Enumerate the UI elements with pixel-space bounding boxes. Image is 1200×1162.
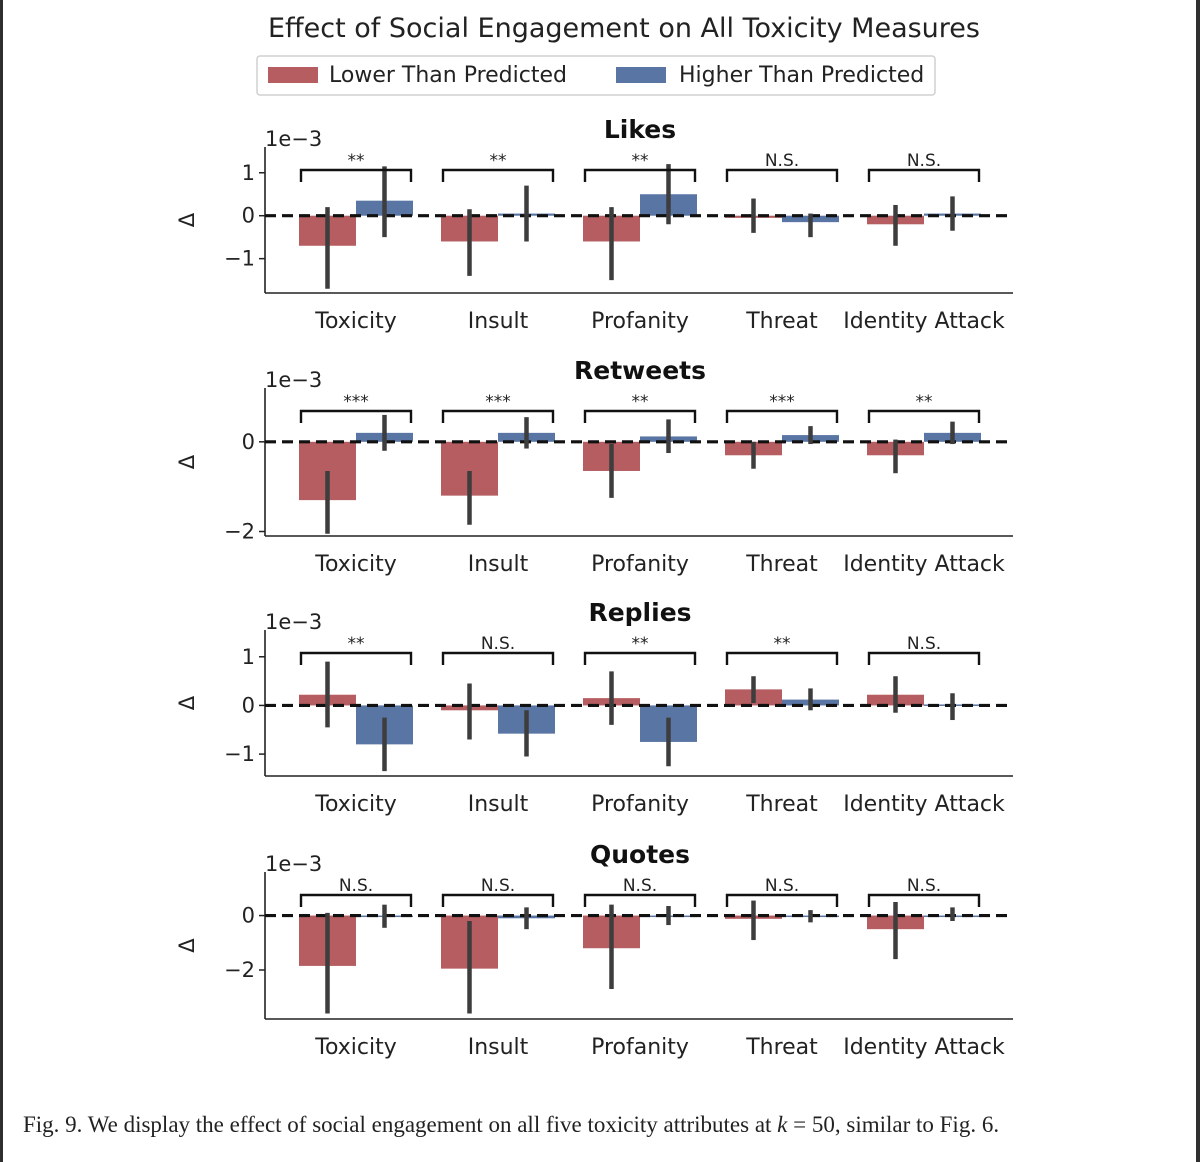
significance-bracket [867,409,981,423]
y-axis-label: Δ [175,695,199,710]
significance-label: N.S. [623,876,657,896]
significance-label: ** [916,392,933,412]
x-tick-label: Toxicity [314,552,396,577]
significance-bracket [441,651,555,665]
y-tick-label: −2 [224,520,255,544]
x-tick-label: Identity Attack [843,552,1005,577]
significance-bracket [583,409,697,423]
significance-bracket [725,168,839,182]
significance-bracket [867,168,981,182]
significance-label: N.S. [765,151,799,171]
panel-title: Quotes [590,840,690,869]
panel-quotes: Quotes 1e−3 Δ −2 0 N.S. N.S. N.S. N.S. N.S. Toxici… [175,840,1013,1060]
significance-bracket [441,893,555,907]
x-tick-label: Profanity [591,552,689,577]
x-tick-label: Insult [468,792,529,817]
x-tick-label: Insult [468,1035,529,1060]
significance-label: N.S. [907,151,941,171]
x-tick-label: Threat [745,1035,818,1060]
chart: Effect of Social Engagement on All Toxic… [175,13,1013,1060]
panel-title: Replies [588,598,691,627]
y-scale-label: 1e−3 [265,368,322,392]
significance-label: N.S. [907,634,941,654]
significance-label: N.S. [339,876,373,896]
legend-label: Lower Than Predicted [329,63,567,88]
y-axis-label: Δ [175,454,199,469]
significance-label: N.S. [481,634,515,654]
y-scale-label: 1e−3 [265,610,322,634]
significance-label: N.S. [907,876,941,896]
y-tick-label: 0 [242,904,255,928]
significance-label: ** [490,151,507,171]
x-tick-label: Insult [468,552,529,577]
y-tick-label: 1 [242,645,255,669]
significance-bracket [725,651,839,665]
chart-title: Effect of Social Engagement on All Toxic… [268,13,980,44]
significance-label: ** [348,151,365,171]
legend: Lower Than Predicted Higher Than Predicte… [256,55,936,96]
significance-label: *** [343,392,369,412]
significance-label: ** [632,392,649,412]
x-tick-label: Toxicity [314,792,396,817]
panel-title: Likes [604,115,676,144]
legend-swatch [616,67,666,83]
y-axis-label: Δ [175,938,199,953]
y-tick-label: −1 [224,247,255,271]
significance-label: ** [632,634,649,654]
x-tick-label: Insult [468,309,529,334]
significance-bracket [583,168,697,182]
panel-likes: Likes 1e−3 Δ −1 0 1 ** ** ** N.S. N.S. Toxicity Insu… [175,115,1013,334]
x-tick-label: Threat [745,309,818,334]
significance-bracket [299,168,413,182]
significance-bracket [299,409,413,423]
figure-page: Effect of Social Engagement on All Toxic… [3,0,1196,1162]
y-tick-label: 0 [242,693,255,717]
x-tick-label: Identity Attack [843,309,1005,334]
significance-label: *** [485,392,511,412]
x-tick-label: Toxicity [314,309,396,334]
panel-replies: Replies 1e−3 Δ −1 0 1 ** N.S. ** ** N.S. Toxicity In… [175,598,1013,817]
significance-bracket [867,893,981,907]
figure-caption: Fig. 9. We display the effect of social … [23,1112,1193,1138]
significance-bracket [725,409,839,423]
y-tick-label: 1 [242,161,255,185]
significance-label: *** [769,392,795,412]
x-tick-label: Toxicity [314,1035,396,1060]
legend-label: Higher Than Predicted [679,63,924,88]
significance-label: ** [774,634,791,654]
y-axis-label: Δ [175,212,199,227]
caption-k-variable: k [777,1112,788,1137]
significance-bracket [583,893,697,907]
legend-frame [256,55,936,96]
x-tick-label: Profanity [591,309,689,334]
caption-prefix: Fig. 9. We display the effect of social … [23,1112,778,1137]
panel-title: Retweets [574,356,706,385]
y-scale-label: 1e−3 [265,127,322,151]
significance-bracket [299,651,413,665]
x-tick-label: Identity Attack [843,1035,1005,1060]
y-tick-label: −1 [224,742,255,766]
caption-suffix: = 50, similar to Fig. 6. [787,1112,1000,1137]
significance-bracket [299,893,413,907]
significance-bracket [441,168,555,182]
x-tick-label: Threat [745,792,818,817]
y-tick-label: 0 [242,430,255,454]
significance-bracket [867,651,981,665]
y-tick-label: 0 [242,204,255,228]
significance-label: N.S. [481,876,515,896]
significance-bracket [583,651,697,665]
significance-label: ** [348,634,365,654]
significance-label: ** [632,151,649,171]
x-tick-label: Identity Attack [843,792,1005,817]
significance-bracket [725,893,839,907]
x-tick-label: Threat [745,552,818,577]
x-tick-label: Profanity [591,1035,689,1060]
significance-bracket [441,409,555,423]
y-tick-label: −2 [224,958,255,982]
significance-label: N.S. [765,876,799,896]
y-scale-label: 1e−3 [265,852,322,876]
x-tick-label: Profanity [591,792,689,817]
legend-swatch [268,67,318,83]
